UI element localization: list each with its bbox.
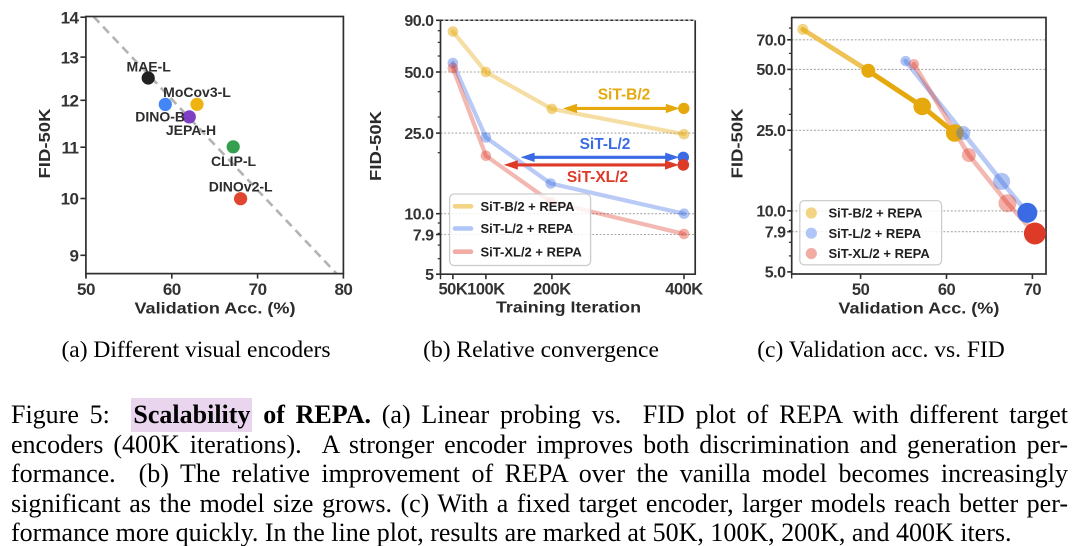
svg-text:SiT-B/2 + REPA: SiT-B/2 + REPA — [481, 199, 576, 214]
svg-text:70: 70 — [249, 280, 267, 299]
svg-text:FID-50K: FID-50K — [730, 108, 747, 179]
svg-text:5.0: 5.0 — [765, 265, 786, 282]
svg-text:CLIP-L: CLIP-L — [211, 153, 257, 169]
svg-text:JEPA-H: JEPA-H — [166, 122, 216, 138]
svg-text:25.0: 25.0 — [404, 126, 434, 143]
svg-text:Validation Acc. (%): Validation Acc. (%) — [838, 301, 999, 318]
svg-text:SiT-XL/2 + REPA: SiT-XL/2 + REPA — [481, 244, 583, 259]
svg-text:60: 60 — [163, 280, 181, 299]
svg-text:7.9: 7.9 — [765, 225, 786, 242]
svg-text:80: 80 — [334, 280, 352, 299]
svg-text:DINO-B: DINO-B — [135, 108, 185, 124]
svg-text:50: 50 — [852, 281, 870, 299]
svg-text:SiT-B/2 + REPA: SiT-B/2 + REPA — [829, 206, 924, 221]
svg-text:SiT-L/2: SiT-L/2 — [580, 136, 631, 153]
svg-text:90.0: 90.0 — [404, 13, 434, 30]
svg-text:Validation Acc. (%): Validation Acc. (%) — [135, 301, 296, 318]
svg-text:10: 10 — [61, 190, 79, 209]
svg-text:10.0: 10.0 — [756, 204, 786, 221]
svg-text:7.9: 7.9 — [413, 227, 434, 244]
svg-text:5: 5 — [425, 267, 434, 284]
svg-text:MoCov3-L: MoCov3-L — [163, 84, 231, 100]
svg-text:200K: 200K — [533, 281, 571, 299]
svg-text:Training Iteration: Training Iteration — [496, 300, 641, 317]
svg-text:FID-50K: FID-50K — [368, 110, 385, 181]
svg-text:100K: 100K — [467, 281, 505, 299]
svg-text:SiT-L/2 + REPA: SiT-L/2 + REPA — [829, 226, 922, 241]
svg-text:70: 70 — [1024, 281, 1042, 299]
svg-text:25.0: 25.0 — [756, 123, 786, 140]
svg-text:400K: 400K — [665, 281, 703, 299]
svg-text:10.0: 10.0 — [404, 207, 434, 224]
svg-text:SiT-B/2: SiT-B/2 — [598, 87, 651, 104]
svg-text:50.0: 50.0 — [404, 65, 434, 82]
svg-text:SiT-XL/2 + REPA: SiT-XL/2 + REPA — [829, 246, 931, 261]
svg-text:50K: 50K — [439, 281, 468, 299]
svg-text:DINOv2-L: DINOv2-L — [209, 179, 273, 195]
svg-text:SiT-XL/2: SiT-XL/2 — [567, 169, 628, 186]
svg-text:50.0: 50.0 — [756, 62, 786, 79]
svg-text:70.0: 70.0 — [756, 33, 786, 50]
svg-text:FID-50K: FID-50K — [37, 108, 54, 179]
svg-text:SiT-L/2 + REPA: SiT-L/2 + REPA — [481, 221, 574, 236]
svg-text:13: 13 — [61, 48, 79, 67]
svg-text:60: 60 — [938, 281, 956, 299]
svg-text:9: 9 — [70, 247, 79, 266]
svg-text:12: 12 — [61, 92, 79, 111]
svg-text:50: 50 — [77, 280, 95, 299]
svg-text:MAE-L: MAE-L — [127, 59, 172, 75]
svg-text:11: 11 — [62, 138, 79, 157]
svg-text:14: 14 — [61, 8, 80, 27]
